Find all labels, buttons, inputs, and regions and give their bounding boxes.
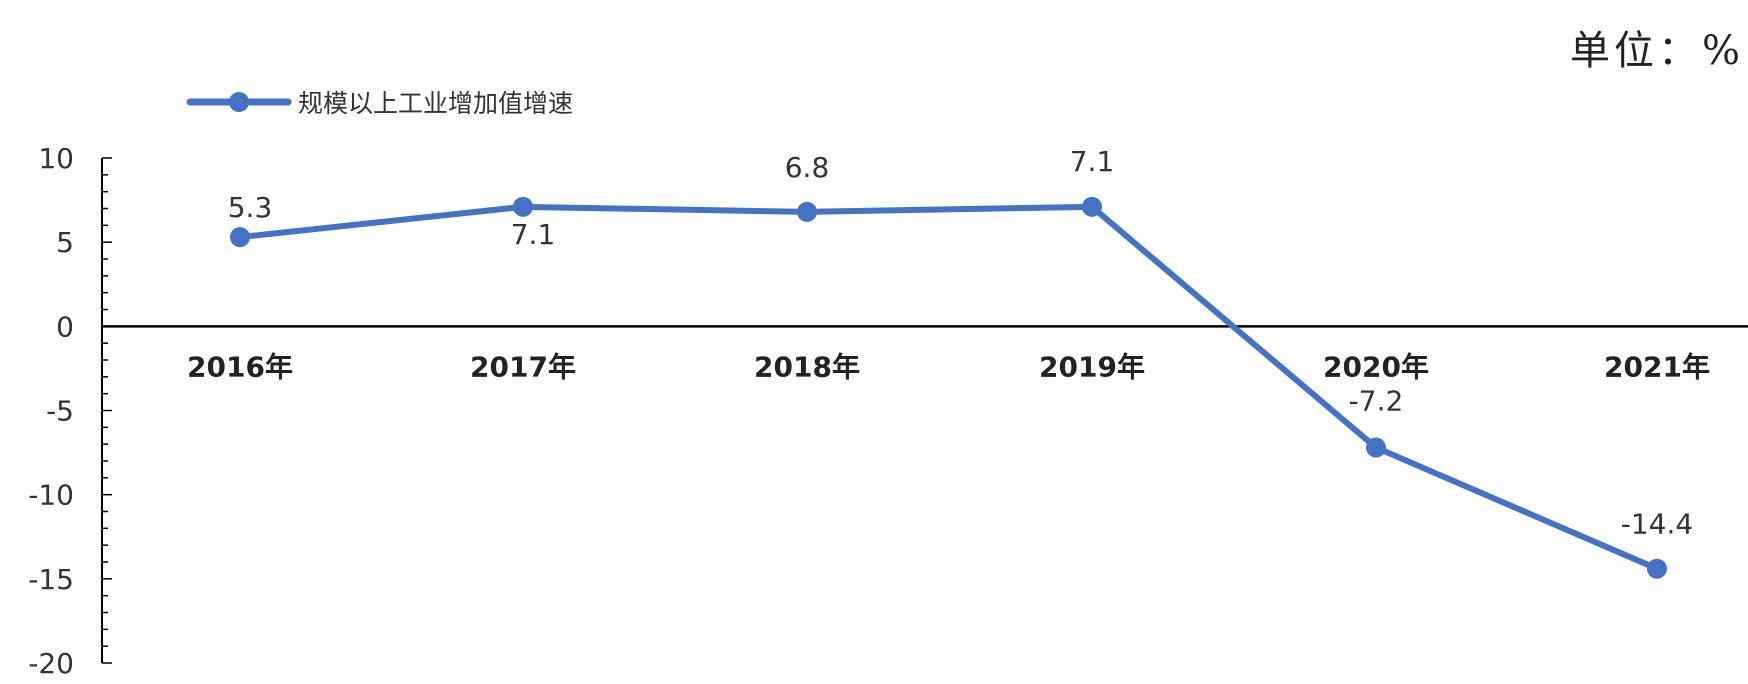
x-tick-label: 2018年 — [754, 350, 860, 383]
x-tick-label: 2017年 — [470, 350, 576, 383]
data-point — [1082, 196, 1102, 217]
data-label: -7.2 — [1349, 385, 1404, 418]
unit-label: 单位：% — [1569, 28, 1744, 74]
data-point — [513, 196, 533, 217]
data-label: 7.1 — [1070, 145, 1115, 178]
legend-line-marker-icon — [186, 92, 292, 112]
y-tick-label: -5 — [46, 395, 74, 428]
y-tick-label: -20 — [28, 647, 74, 680]
data-label: 7.1 — [511, 218, 556, 251]
data-label: 5.3 — [228, 191, 273, 224]
data-point — [230, 227, 250, 248]
y-tick-label: 5 — [56, 226, 74, 259]
y-tick-label: 0 — [56, 310, 74, 343]
x-tick-label: 2020年 — [1323, 350, 1429, 383]
data-point — [1366, 437, 1386, 458]
y-tick-label: -10 — [28, 479, 74, 512]
legend: 规模以上工业增加值增速 — [186, 84, 573, 120]
x-tick-label: 2021年 — [1604, 350, 1710, 383]
y-tick-label: -15 — [28, 563, 74, 596]
data-point — [1647, 558, 1667, 579]
y-tick-label: 10 — [38, 142, 74, 175]
data-label: -14.4 — [1621, 508, 1693, 541]
x-tick-label: 2019年 — [1039, 350, 1145, 383]
x-tick-label: 2016年 — [187, 350, 293, 383]
data-point — [797, 201, 817, 222]
legend-label: 规模以上工业增加值增速 — [298, 89, 574, 118]
series-line — [237, 203, 1660, 572]
data-label: 6.8 — [785, 151, 830, 184]
